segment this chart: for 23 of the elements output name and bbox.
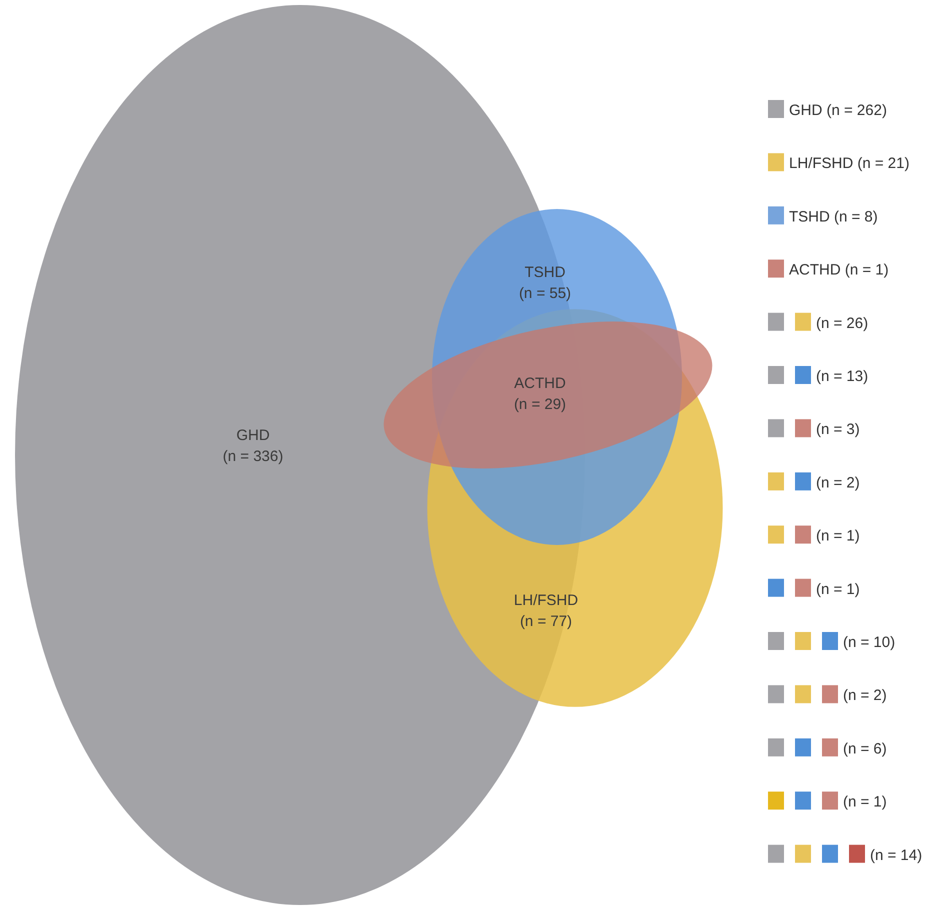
legend-label: (n = 14) <box>870 846 922 864</box>
legend-label: (n = 26) <box>816 314 868 332</box>
legend-label: (n = 2) <box>843 687 887 704</box>
data-label: (n = 336) <box>222 448 284 465</box>
legend-label: TSHD (n = 8) <box>789 208 878 226</box>
legend-label: (n = 13) <box>816 368 868 385</box>
data-label: (n = 77) <box>520 613 572 630</box>
legend-label: (n = 2) <box>816 474 860 492</box>
legend-label: (n = 1) <box>843 794 887 811</box>
data-label: (n = 29) <box>514 396 566 413</box>
category-label: TSHD <box>524 264 566 281</box>
legend-label: (n = 1) <box>816 580 860 598</box>
legend-label: ACTHD (n = 1) <box>789 262 889 279</box>
legend-label: GHD (n = 262) <box>789 102 887 119</box>
data-label: (n = 55) <box>518 285 572 302</box>
category-label: ACTHD <box>514 375 566 392</box>
legend-label: (n = 10) <box>843 634 896 651</box>
legend-label: (n = 6) <box>843 740 887 758</box>
legend-label: (n = 3) <box>816 421 860 438</box>
category-label: LH/FSHD <box>514 592 578 609</box>
legend-label: LH/FSHD (n = 21) <box>789 155 910 172</box>
category-label: GHD <box>236 427 270 444</box>
legend-label: (n = 1) <box>816 528 860 545</box>
